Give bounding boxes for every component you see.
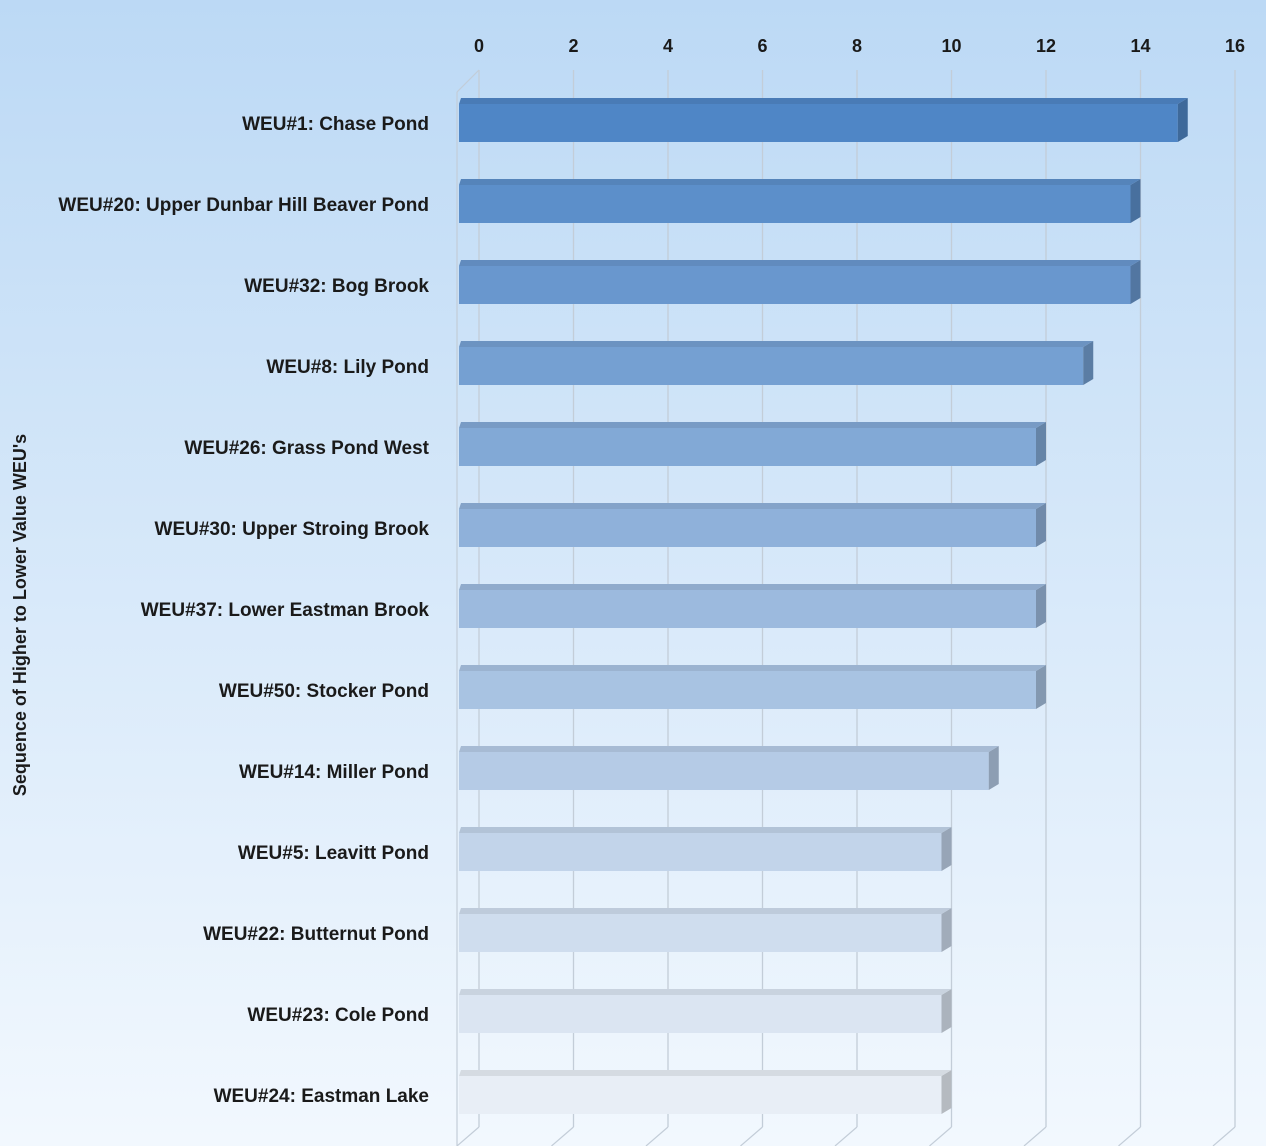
floor-line [834,1126,858,1146]
bar-end-face [941,908,952,952]
bar-bevel [459,584,1046,590]
category-label: WEU#5: Leavitt Pond [238,843,429,864]
floor-line [551,1126,574,1146]
category-label: WEU#24: Eastman Lake [214,1086,429,1107]
category-label: WEU#22: Butternut Pond [203,924,429,945]
bar-end-face [988,746,999,790]
bar-bevel [459,665,1046,671]
bar-end-face [1130,179,1141,223]
bar [459,914,942,952]
bar-bevel [459,827,952,833]
bar [459,995,942,1033]
category-label: WEU#32: Bog Brook [244,276,429,297]
floor-line [1212,1126,1236,1146]
x-tick-label: 4 [663,36,673,56]
bar-end-face [1036,665,1046,709]
bar-end-face [1130,260,1141,304]
category-label: WEU#8: Lily Pond [266,357,429,378]
bar-bevel [459,260,1141,266]
category-label: WEU#50: Stocker Pond [219,681,429,702]
bar [459,266,1131,304]
category-label: WEU#23: Cole Pond [247,1005,429,1026]
x-tick-label: 6 [757,36,767,56]
wall-edge [456,69,480,93]
bar [459,428,1036,466]
floor-line [1023,1126,1047,1146]
bar [459,185,1131,223]
x-tick-label: 0 [474,36,484,56]
y-axis-title: Sequence of Higher to Lower Value WEU's [10,434,30,796]
category-labels: WEU#1: Chase Pond WEU#20: Upper Dunbar Hi… [58,114,429,1107]
bar [459,833,942,871]
bar [459,671,1036,709]
category-label: WEU#26: Grass Pond West [184,438,429,459]
bar-end-face [1083,341,1094,385]
bar [459,347,1084,385]
bar-bevel [459,98,1188,104]
bar-bevel [459,908,952,914]
bar-end-face [1036,584,1046,628]
x-axis-ticks: 0 2 4 6 8 10 12 14 16 [474,36,1245,56]
floor-line [1118,1126,1141,1146]
bar-end-face [1177,98,1188,142]
bar [459,590,1036,628]
bar-bevel [459,179,1141,185]
bar-end-face [941,827,952,871]
bar [459,104,1178,142]
bar-bevel [459,503,1046,509]
x-tick-label: 2 [568,36,578,56]
floor-line [740,1126,763,1146]
bar-end-face [941,1070,952,1114]
floor-line [645,1126,669,1146]
bar-bevel [459,341,1094,347]
x-tick-label: 14 [1130,36,1150,56]
x-tick-label: 8 [852,36,862,56]
x-tick-label: 12 [1036,36,1056,56]
bar-end-face [1036,503,1046,547]
x-tick-label: 10 [941,36,961,56]
bar-bevel [459,422,1046,428]
category-label: WEU#37: Lower Eastman Brook [141,600,430,621]
category-label: WEU#20: Upper Dunbar Hill Beaver Pond [58,195,429,216]
bar-bevel [459,1070,952,1076]
category-label: WEU#30: Upper Stroing Brook [155,519,430,540]
floor-line [456,1126,480,1146]
bar [459,752,989,790]
floor-line [929,1126,952,1146]
bars [459,98,1188,1114]
bar [459,1076,942,1114]
bar-end-face [1036,422,1046,466]
bar-bevel [459,746,999,752]
category-label: WEU#14: Miller Pond [239,762,429,783]
bar-bevel [459,989,952,995]
x-tick-label: 16 [1225,36,1245,56]
bar [459,509,1036,547]
category-label: WEU#1: Chase Pond [242,114,429,135]
bar-end-face [941,989,952,1033]
